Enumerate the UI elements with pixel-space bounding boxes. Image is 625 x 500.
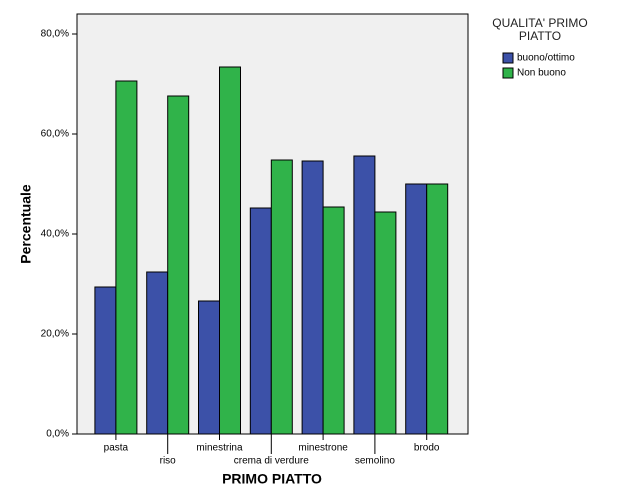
x-tick-label: brodo xyxy=(414,443,440,454)
bar xyxy=(353,155,376,435)
bar xyxy=(322,206,345,435)
x-tick-label: minestrone xyxy=(298,443,348,454)
bar xyxy=(405,183,428,435)
y-tick-label: 20,0% xyxy=(41,329,69,340)
y-axis-label: Percentuale xyxy=(18,184,34,264)
x-tick-label: minestrina xyxy=(196,443,243,454)
bar xyxy=(270,159,293,435)
legend-title: QUALITA' PRIMO PIATTO xyxy=(492,16,588,43)
bar xyxy=(198,300,220,435)
y-tick-label: 0,0% xyxy=(46,429,69,440)
y-tick-label: 60,0% xyxy=(41,129,69,140)
legend-label: Non buono xyxy=(517,68,566,79)
bar xyxy=(301,160,324,435)
bar xyxy=(374,211,397,435)
legend-swatch xyxy=(502,52,514,64)
x-tick-label: pasta xyxy=(104,443,129,454)
y-tick-label: 40,0% xyxy=(41,229,69,240)
x-tick-label: riso xyxy=(160,456,177,467)
bar xyxy=(249,207,272,435)
bar xyxy=(219,66,241,435)
x-tick-label: semolino xyxy=(355,456,395,467)
bar xyxy=(94,286,117,435)
legend-swatch xyxy=(502,67,514,79)
bar xyxy=(167,95,190,435)
bar xyxy=(115,80,138,435)
x-tick-label: crema di verdure xyxy=(234,456,309,467)
legend-label: buono/ottimo xyxy=(517,53,575,64)
bar xyxy=(146,271,169,435)
y-tick-label: 80,0% xyxy=(41,29,69,40)
x-axis-label: PRIMO PIATTO xyxy=(222,471,322,487)
bar xyxy=(426,183,449,435)
